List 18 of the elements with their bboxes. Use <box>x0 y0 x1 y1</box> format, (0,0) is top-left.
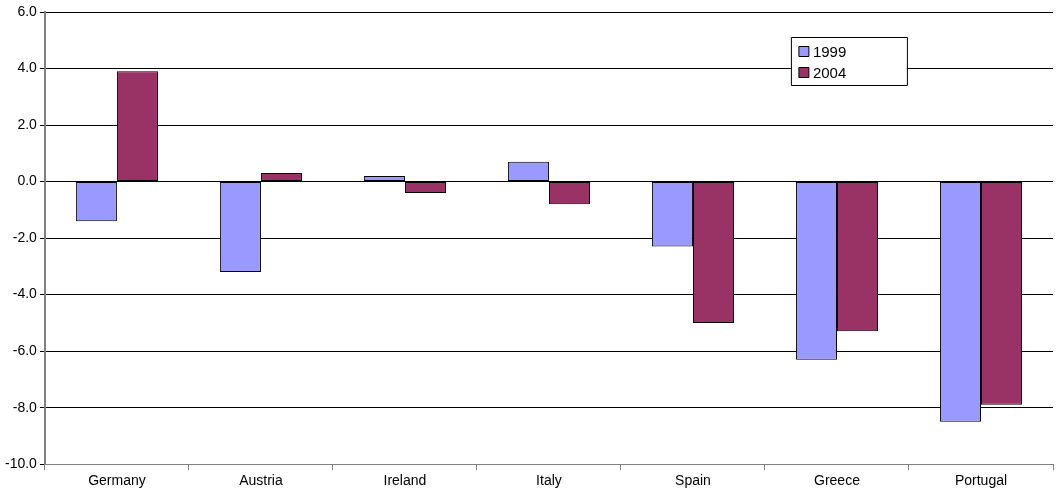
y-tick-label: -8.0 <box>12 398 38 415</box>
y-tick-label: -2.0 <box>12 228 38 245</box>
x-tick-label: Ireland <box>383 472 427 489</box>
x-tick-label: Portugal <box>954 472 1008 489</box>
y-tick-label: 2.0 <box>17 115 38 132</box>
x-tick-label: Germany <box>88 472 146 489</box>
legend-label: 1999 <box>812 42 847 60</box>
x-tick-label: Greece <box>814 472 861 489</box>
y-tick-label: -10.0 <box>4 455 38 472</box>
y-tick-label: 0.0 <box>17 172 38 189</box>
x-tick-label: Spain <box>675 472 711 489</box>
y-tick-label: 4.0 <box>17 59 38 76</box>
x-tick-label: Austria <box>239 472 283 489</box>
y-tick-label: 6.0 <box>17 2 38 19</box>
x-tick-label: Italy <box>536 472 562 489</box>
y-tick-label: -6.0 <box>12 342 38 359</box>
legend-label: 2004 <box>812 63 847 81</box>
y-tick-label: -4.0 <box>12 285 38 302</box>
